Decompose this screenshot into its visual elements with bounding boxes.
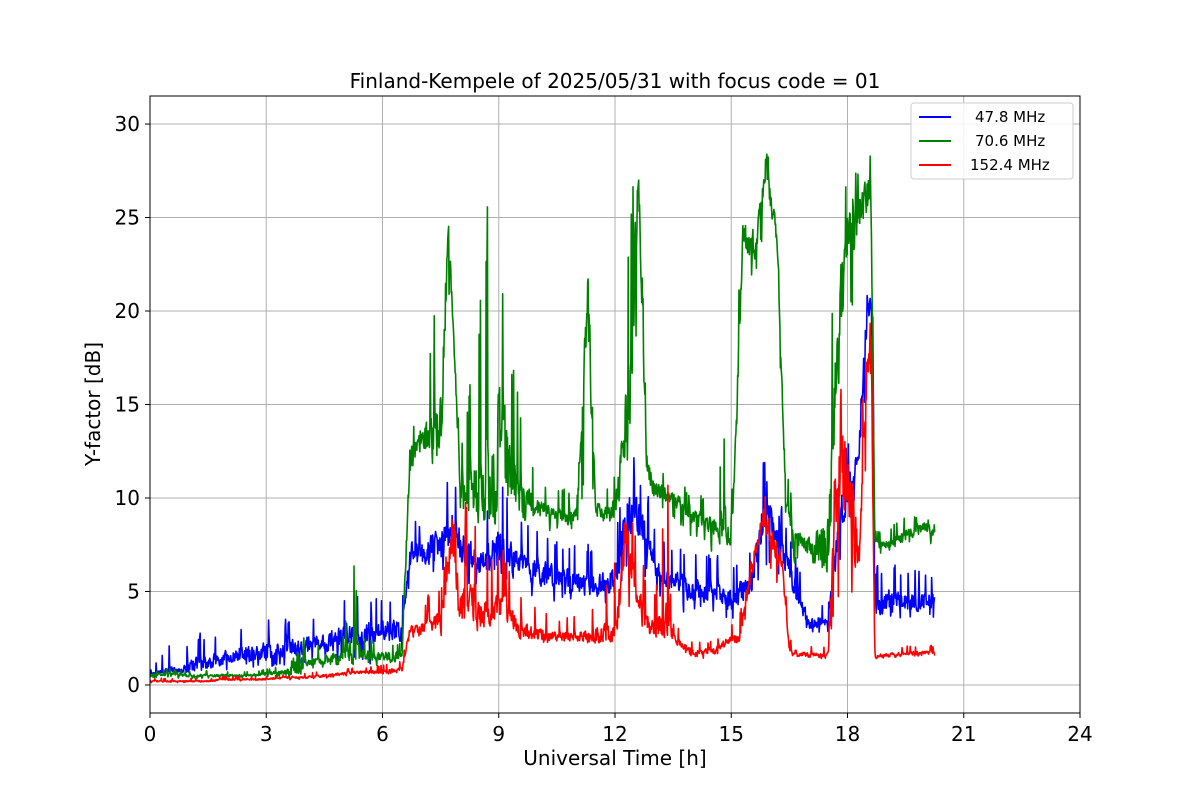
x-tick-label: 0	[144, 722, 157, 746]
legend-label-47-8: 47.8 MHz	[975, 108, 1045, 126]
y-tick-label: 25	[115, 206, 140, 230]
y-tick-label: 5	[127, 579, 140, 603]
chart-title: Finland-Kempele of 2025/05/31 with focus…	[350, 69, 881, 93]
legend: 47.8 MHz 70.6 MHz 152.4 MHz	[910, 102, 1074, 180]
y-tick-label: 15	[115, 393, 140, 417]
ticks: 0 3 6 9 12 15 18 21 24 0 5 10 15 20 25 30	[115, 112, 1093, 746]
x-tick-label: 9	[492, 722, 505, 746]
series-layer	[150, 153, 936, 684]
x-tick-label: 24	[1067, 722, 1092, 746]
x-tick-label: 18	[835, 722, 860, 746]
x-tick-label: 21	[951, 722, 976, 746]
y-tick-label: 0	[127, 673, 140, 697]
legend-label-70-6: 70.6 MHz	[975, 132, 1045, 150]
legend-box	[910, 102, 1074, 180]
series-line-70-6-mhz	[150, 153, 936, 680]
y-tick-label: 10	[115, 486, 140, 510]
x-tick-label: 6	[376, 722, 389, 746]
series-line-47-8-mhz	[150, 294, 936, 675]
x-tick-label: 12	[602, 722, 627, 746]
series-line-152-4-mhz	[150, 322, 936, 684]
x-tick-label: 3	[260, 722, 273, 746]
y-tick-label: 30	[115, 112, 140, 136]
x-axis-label: Universal Time [h]	[523, 746, 706, 770]
legend-label-152-4: 152.4 MHz	[970, 156, 1050, 174]
y-tick-label: 20	[115, 299, 140, 323]
x-tick-label: 15	[719, 722, 744, 746]
y-axis-label: Y-factor [dB]	[81, 342, 105, 467]
